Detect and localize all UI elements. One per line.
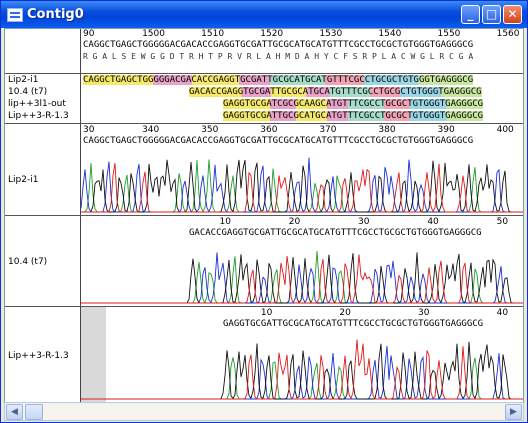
ruler-tick-label: 370 bbox=[319, 125, 337, 135]
trace-line-T bbox=[81, 163, 523, 213]
scroll-thumb[interactable] bbox=[25, 404, 43, 420]
ruler-tick-label: 1500 bbox=[142, 29, 165, 39]
trace-gap bbox=[81, 306, 106, 402]
minimize-icon: _ bbox=[467, 7, 474, 21]
ruler-tick-label: 340 bbox=[142, 125, 160, 135]
ruler-tick-label: 360 bbox=[260, 125, 278, 135]
ruler-tick-label: 400 bbox=[496, 125, 514, 135]
ruler-tick-label: 1540 bbox=[378, 29, 402, 39]
ruler-tick-label: 20 bbox=[339, 308, 351, 318]
row-label-lip2-i1[interactable]: Lip2-i1 bbox=[8, 75, 39, 85]
trace-line-T bbox=[81, 339, 523, 400]
ruler-tick-label: 30 bbox=[83, 125, 95, 135]
contig-view[interactable]: Lip2-i1 10.4 (t7) lip++3l1-out Lip++3-R-… bbox=[4, 28, 524, 403]
window-title: Contig0 bbox=[27, 7, 84, 22]
close-icon: ✕ bbox=[507, 7, 518, 21]
ruler-tick-label: 50 bbox=[496, 217, 509, 227]
ruler-tick-label: 10 bbox=[219, 217, 231, 227]
ruler-tick-label: 390 bbox=[437, 125, 455, 135]
row-label-lip3l1[interactable]: lip++3l1-out bbox=[8, 99, 66, 109]
aligned-read-lip3l1: GAGGTGCGATCGCGCAAGCATGTTTCGCCTGCGCTGTGGG… bbox=[223, 99, 484, 109]
chromatogram-lip3r bbox=[81, 339, 523, 400]
trace-ruler-10-4: 10 20 30 40 50 bbox=[83, 217, 523, 228]
consensus-sequence: CAGGCTGAGCTGGGGGACGACACCGAGGTGCGATTGCGCA… bbox=[83, 40, 474, 50]
ruler-tick-label: 350 bbox=[201, 125, 219, 135]
ruler-tick-label: 1560 bbox=[496, 29, 520, 39]
ruler-tick-label: 10 bbox=[260, 308, 273, 318]
divider bbox=[5, 123, 523, 124]
maximize-button[interactable]: □ bbox=[482, 5, 501, 24]
maximize-icon: □ bbox=[485, 7, 498, 21]
trace-line-G bbox=[81, 159, 523, 213]
trace-basecalls-lip3r: GAGGTGCGATTGCGCATGCATGTTTCGCCTGCGCTGTGGG… bbox=[223, 319, 484, 329]
divider bbox=[5, 73, 523, 74]
trace-ruler-lip2-i1: 30 340 350 360 370 380 390 400 bbox=[83, 125, 523, 136]
horizontal-scrollbar[interactable]: ◀ ▶ bbox=[4, 402, 524, 421]
row-label-lip3r[interactable]: Lip++3-R-1.3 bbox=[8, 111, 69, 121]
chromatogram-10-4 bbox=[81, 251, 523, 304]
close-button[interactable]: ✕ bbox=[503, 5, 522, 24]
trace-basecalls-10-4: GACACCGAGGTGCGATTGCGCATGCATGTTTCGCCTGCGC… bbox=[189, 228, 482, 238]
trace-label-10-4[interactable]: 10.4 (t7) bbox=[8, 257, 48, 267]
ruler-tick-label: 1510 bbox=[201, 29, 225, 39]
scroll-right-arrow-icon[interactable]: ▶ bbox=[505, 404, 522, 420]
ruler-tick-label: 90 bbox=[83, 29, 95, 39]
aligned-read-10-4: GACACCGAGGTGCGATTGCGCATGCATGTTTCGCCTGCGC… bbox=[189, 87, 482, 97]
translation-row: R G A L S E W G G D T R H T P R V R L A … bbox=[83, 52, 474, 61]
ruler-tick-label: 30 bbox=[358, 217, 370, 227]
trace-label-lip3r[interactable]: Lip++3-R-1.3 bbox=[8, 351, 69, 361]
ruler-tick-label: 40 bbox=[496, 308, 509, 318]
divider bbox=[5, 306, 523, 307]
trace-line-G bbox=[81, 252, 523, 304]
scroll-left-arrow-icon[interactable]: ◀ bbox=[6, 404, 23, 420]
app-icon bbox=[7, 8, 23, 22]
title-bar[interactable]: Contig0 _ □ ✕ bbox=[1, 1, 527, 28]
trace-basecalls-lip2-i1: CAGGCTGAGCTGGGGGACGACACCGAGGTGCGATTGCGCA… bbox=[83, 136, 474, 146]
ruler-tick-label: 20 bbox=[288, 217, 301, 227]
minimize-button[interactable]: _ bbox=[461, 5, 480, 24]
aligned-read-lip2-i1: CAGGCTGAGCTGGGGGACGACACCGAGGTGCGATTGCGCA… bbox=[83, 75, 474, 85]
ruler-tick-label: 380 bbox=[378, 125, 396, 135]
position-ruler: 90 1500 1510 1520 1530 1540 1550 1560 bbox=[83, 29, 523, 41]
ruler-tick-label: 1550 bbox=[437, 29, 461, 39]
trace-label-lip2-i1[interactable]: Lip2-i1 bbox=[8, 175, 39, 185]
ruler-tick-label: 1520 bbox=[260, 29, 284, 39]
trace-ruler-lip3r: 10 20 30 40 bbox=[83, 308, 523, 319]
aligned-read-lip3r: GAGGTGCGATTGCGCATGCATGTTTCGCCTGCGCTGTGGG… bbox=[223, 111, 484, 121]
divider bbox=[5, 215, 523, 216]
chromatogram-lip2-i1 bbox=[81, 157, 523, 213]
ruler-tick-label: 1530 bbox=[319, 29, 343, 39]
ruler-tick-label: 40 bbox=[427, 217, 439, 227]
trace-line-T bbox=[81, 254, 523, 304]
ruler-tick-label: 30 bbox=[418, 308, 430, 318]
row-label-10-4[interactable]: 10.4 (t7) bbox=[8, 87, 48, 97]
